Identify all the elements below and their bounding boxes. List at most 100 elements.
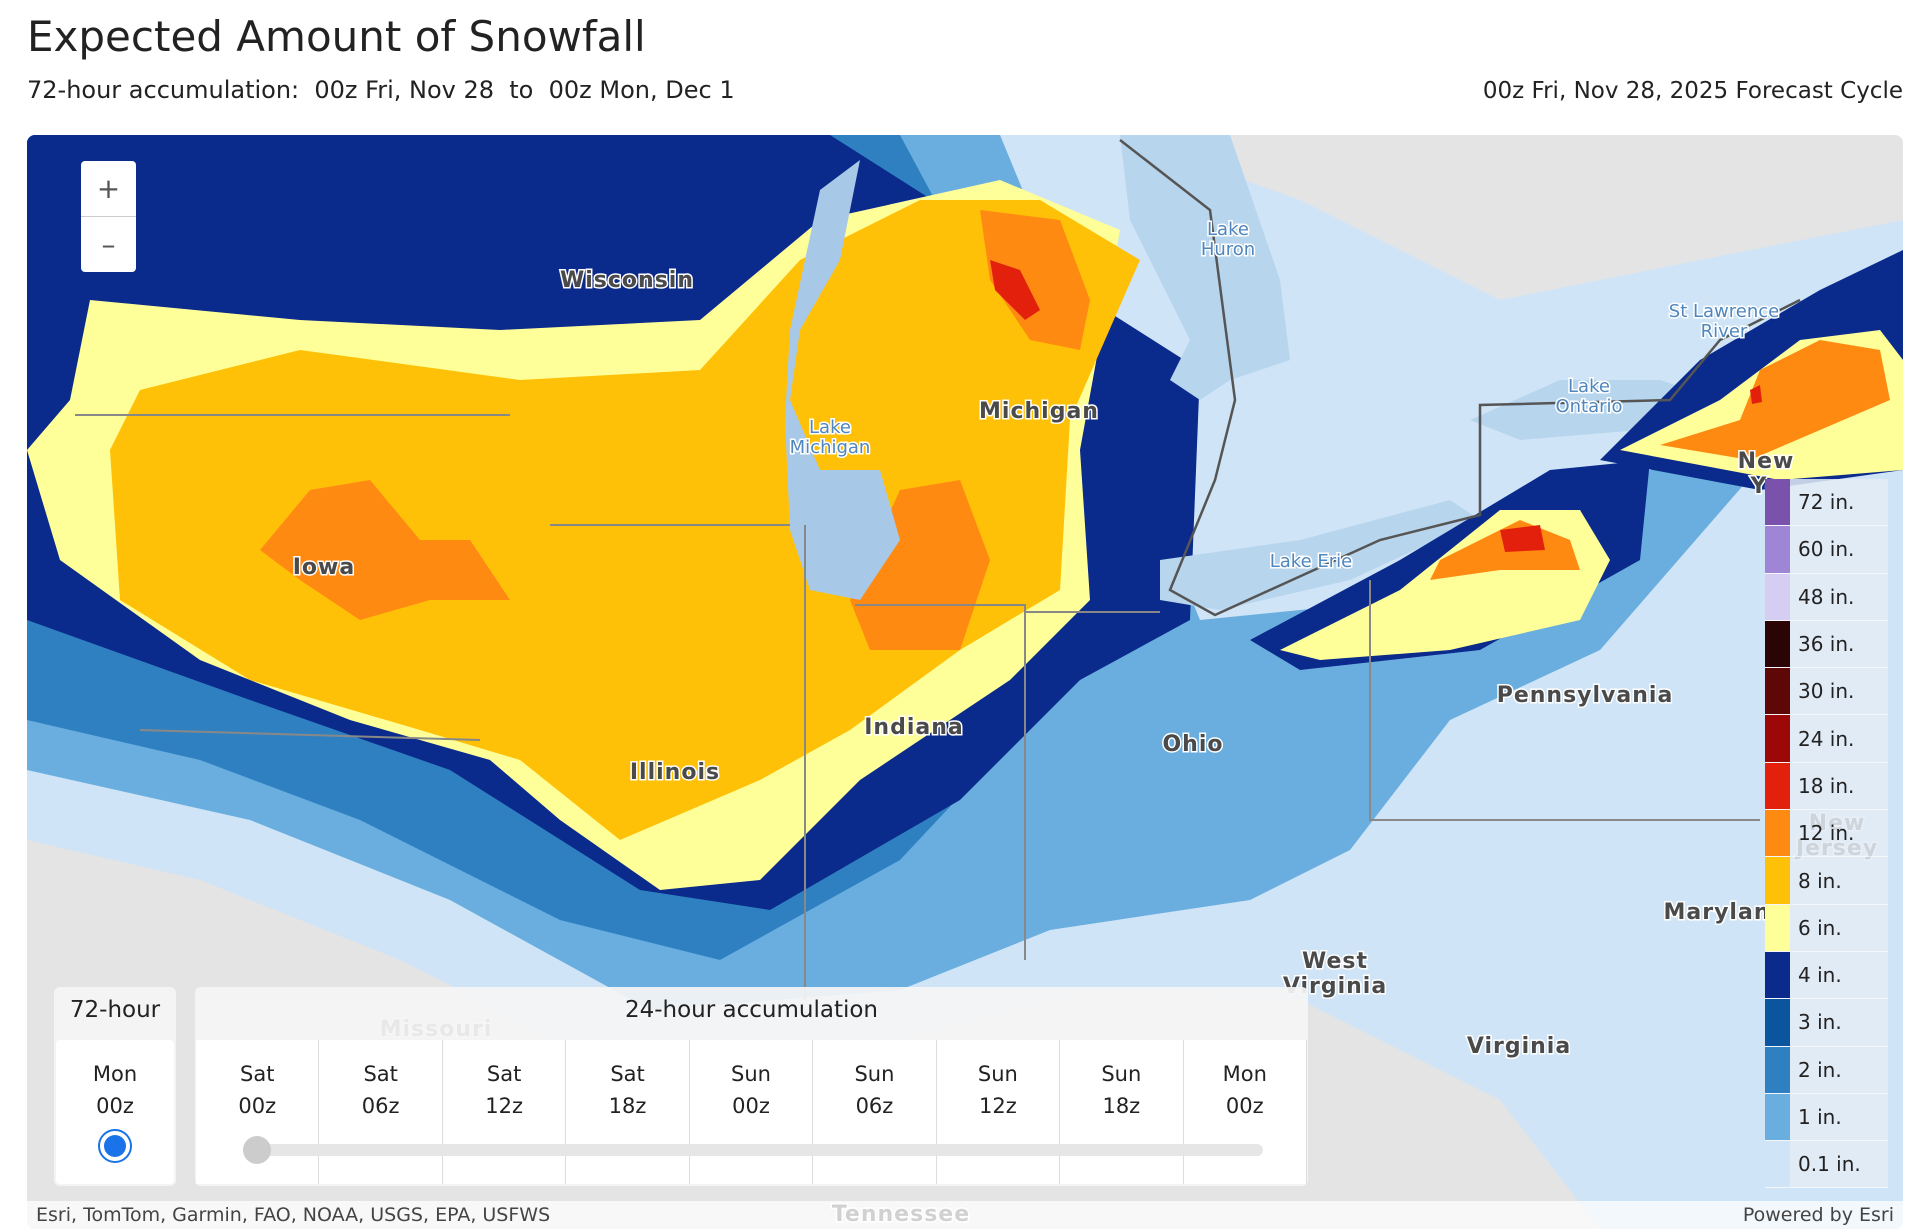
hour: 06z [855,1094,894,1118]
step-text: Mon 00z [1184,1058,1306,1122]
legend-swatch [1765,715,1790,762]
legend-item: 4 in. [1765,951,1888,1000]
legend-item: 36 in. [1765,620,1888,669]
time-step[interactable]: Sun 18z [1060,1040,1184,1184]
time-step[interactable]: Sun 00z [689,1040,814,1184]
zoom-out[interactable]: – [81,217,136,272]
day: Sun [854,1062,895,1086]
title: Expected Amount of Snowfall [27,12,646,61]
time-step[interactable]: Sat 12z [442,1040,567,1184]
attribution-bar: Esri, TomTom, Garmin, FAO, NOAA, USGS, E… [27,1201,1903,1229]
legend-item: 0.1 in. [1765,1141,1888,1189]
legend-label: 4 in. [1798,963,1842,988]
legend-swatch [1765,479,1790,526]
full-period-panel: 72-hour Mon 00z [54,987,176,1186]
day: Sat [486,1062,522,1086]
hour: 00z [96,1094,134,1118]
legend-label: 1 in. [1798,1105,1842,1129]
state-label: Marylan [1664,900,1771,925]
legend-swatch [1765,857,1790,904]
map-canvas: Wisconsin Iowa Illinois Indiana Michigan Ohio… [27,135,1903,1229]
day: Sun [977,1062,1018,1086]
legend-swatch [1765,951,1790,999]
day: Sat [240,1062,275,1086]
legend: 72 in. 60 in. 48 in. 36 in. 30 in. 24 in. 18 i… [1765,479,1888,1189]
state-label: Wisconsin [560,268,694,293]
time-step[interactable]: Mon 00z [1183,1040,1307,1184]
legend-swatch [1765,526,1790,573]
day: Sat [363,1062,398,1086]
legend-label: 36 in. [1798,632,1855,657]
legend-label: 3 in. [1798,1010,1842,1035]
day: Sun [731,1062,771,1086]
hour: 12z [485,1094,523,1118]
legend-item: 30 in. [1765,668,1888,716]
legend-swatch [1765,1046,1790,1093]
legend-item: 2 in. [1765,1046,1888,1094]
water-label: Michigan [790,437,871,458]
state-label: Michigan [979,399,1099,424]
hour: 00z [238,1094,277,1118]
state-label: Indiana [864,715,964,740]
map[interactable]: Wisconsin Iowa Illinois Indiana Michigan Ohio… [27,135,1903,1229]
legend-label: 48 in. [1798,584,1855,609]
time-step[interactable]: Sun 12z [936,1040,1061,1184]
hour: 12z [979,1094,1017,1118]
legend-label: 8 in. [1798,868,1842,893]
powered-by[interactable]: Powered by Esri [1742,1204,1894,1226]
legend-label: 24 in. [1798,726,1855,751]
legend-swatch [1765,620,1790,668]
state-label: Pennsylvania [1497,683,1674,708]
legend-label: 18 in. [1798,773,1855,798]
step-text: Sun 00z [690,1058,812,1122]
step-text: Sat 06z [319,1058,441,1122]
state-label: Illinois [630,760,720,785]
time-step[interactable]: Sat 18z [566,1040,690,1184]
water-label: River [1701,321,1748,342]
state-label: New [1738,449,1795,474]
state-label: West [1302,949,1368,974]
subtitle: 72-hour accumulation: 00z Fri, Nov 28 to… [27,76,735,104]
full-period-tab: 72-hour [69,997,161,1023]
day: Mon [92,1062,138,1086]
legend-item: 6 in. [1765,904,1888,952]
legend-label: 60 in. [1798,537,1855,562]
radio[interactable] [95,1126,135,1166]
legend-swatch [1765,904,1790,951]
legend-item: 60 in. [1765,526,1888,574]
legend-swatch [1765,1141,1790,1188]
water-label: Lake [1568,376,1610,397]
legend-swatch [1765,762,1790,810]
water-label: St Lawrence [1669,301,1779,322]
hour: 06z [361,1094,400,1118]
hour: 00z [732,1094,770,1118]
day: Sun [1101,1062,1142,1086]
legend-item: 72 in. [1765,479,1888,527]
legend-swatch [1765,999,1790,1046]
step-panel: 24-hour accumulation Sat 00z Sat 06z Sat 12z S… [195,987,1308,1186]
slider-thumb[interactable] [243,1136,271,1164]
step-text: Sun 06z [813,1058,935,1122]
step-text: Sat 12z [443,1058,565,1122]
zoom-in[interactable]: + [81,161,136,217]
legend-swatch [1765,668,1790,715]
hour: 18z [1102,1094,1141,1118]
state-label: Virginia [1467,1034,1571,1059]
time-step[interactable]: Sun 06z [813,1040,937,1184]
full-period-cell[interactable]: Mon 00z [56,1040,174,1184]
water-label: Lake [809,417,851,438]
time-step[interactable]: Sat 06z [319,1040,443,1184]
legend-swatch [1765,810,1790,857]
day: Mon [1222,1062,1267,1086]
state-label: Ohio [1162,732,1223,757]
attribution: Esri, TomTom, Garmin, FAO, NOAA, USGS, E… [36,1204,551,1226]
water-label: Lake [1207,219,1249,240]
water-label: Huron [1201,239,1255,260]
legend-item: 48 in. [1765,573,1888,621]
legend-label: 2 in. [1798,1057,1842,1082]
slider-track[interactable] [243,1144,1263,1156]
legend-item: 8 in. [1765,857,1888,905]
state-label: Iowa [293,555,355,580]
step-text: Sat 00z [196,1058,318,1122]
step-title: 24-hour accumulation [624,997,879,1023]
